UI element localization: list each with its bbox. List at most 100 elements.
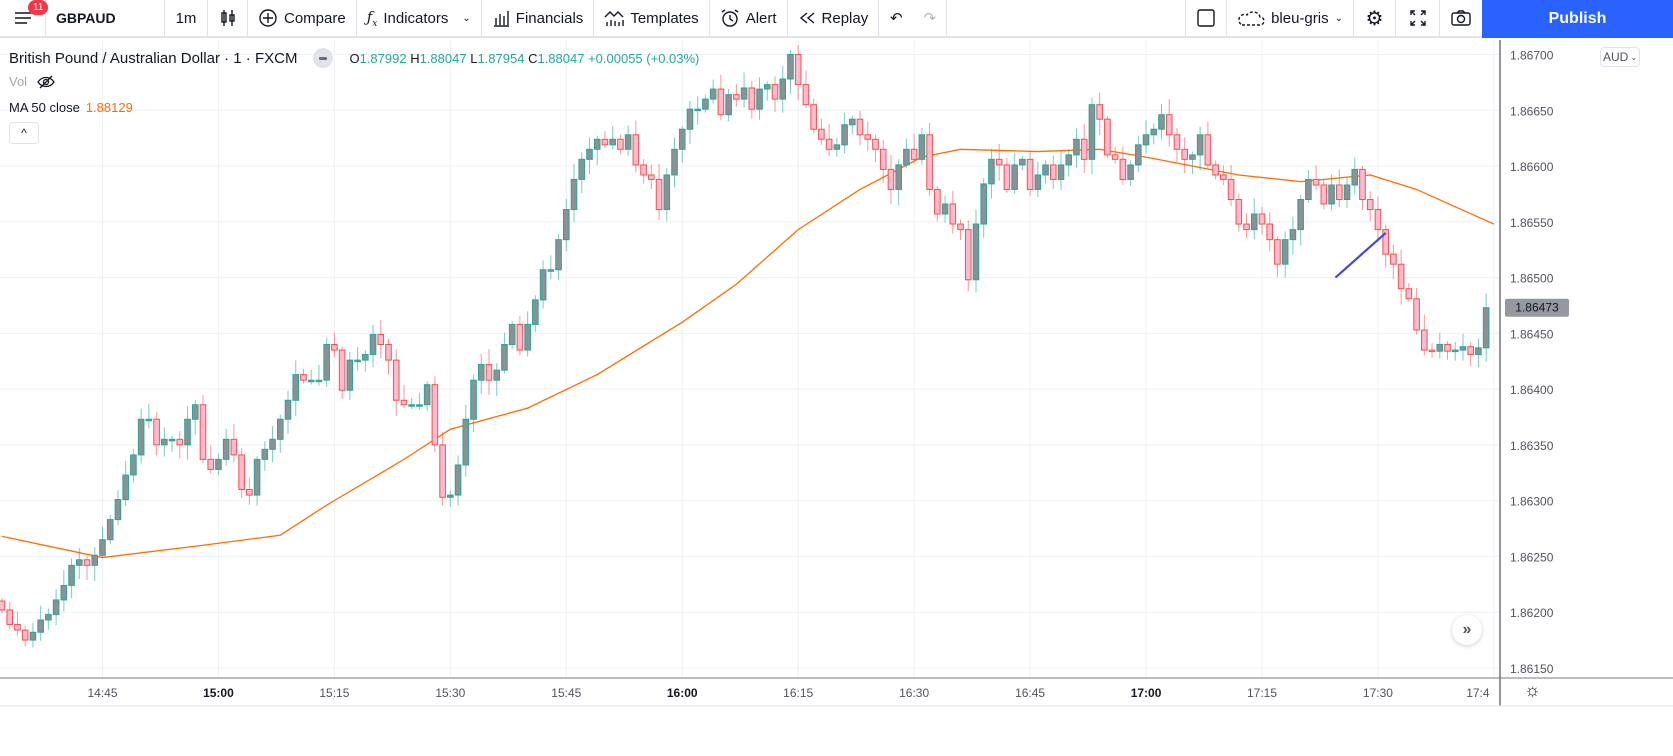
candle-body <box>995 158 1003 166</box>
candle-up <box>91 547 99 582</box>
candle-body <box>972 223 980 281</box>
layout-save-button[interactable]: bleu-gris ⌄ <box>1227 0 1354 37</box>
settings-button[interactable]: ⚙ <box>1354 0 1396 37</box>
time-axis[interactable]: 14:45 15:00 15:15 15:30 15:45 16:00 16:15 16:30… <box>87 686 1489 700</box>
candle-body <box>1235 199 1243 225</box>
candle-body <box>1359 168 1366 200</box>
candle-down <box>1204 121 1212 169</box>
replay-button[interactable]: Replay <box>788 0 880 37</box>
time-tick-label: 17:30 <box>1363 686 1393 700</box>
candle-up <box>454 455 462 506</box>
candle-up <box>671 137 678 188</box>
candle-down <box>1220 165 1227 185</box>
candle-down <box>1212 160 1219 180</box>
collapse-legend-button[interactable]: ^ <box>9 122 39 144</box>
candle-body <box>771 84 779 100</box>
eye-off-icon[interactable] <box>37 75 55 89</box>
notification-badge: 11 <box>28 0 49 15</box>
candle-body <box>261 448 269 460</box>
publish-button[interactable]: Publish <box>1482 0 1673 38</box>
hide-button[interactable] <box>313 48 334 68</box>
candle-down <box>617 134 624 155</box>
candle-down <box>1467 342 1475 367</box>
candle-body <box>763 84 771 90</box>
price-tick-label: 1.86700 <box>1510 49 1554 63</box>
candle-down <box>640 159 647 184</box>
candle-up <box>903 138 910 169</box>
candle-body <box>68 564 75 586</box>
candle-body <box>663 174 671 211</box>
alert-button[interactable]: Alert <box>710 0 788 37</box>
ma-label: MA 50 close <box>9 100 80 115</box>
candle-body <box>1397 263 1405 290</box>
compare-button[interactable]: Compare <box>248 0 357 37</box>
candle-up <box>1019 156 1026 171</box>
candle-down <box>385 338 392 375</box>
interval-button[interactable]: 1m <box>165 0 208 37</box>
chart-type-button[interactable] <box>208 0 248 37</box>
candle-down <box>246 477 253 505</box>
candle-up <box>1189 151 1196 175</box>
candle-body <box>1034 174 1042 190</box>
price-chart[interactable]: 1.86700 1.86650 1.86600 1.86550 1.86500 1.864… <box>0 40 1673 708</box>
vol-label: Vol <box>9 74 28 89</box>
candle-down <box>995 143 1003 181</box>
candle-up <box>539 260 547 309</box>
candle-body <box>1011 164 1018 190</box>
high-value: 1.88047 <box>419 50 467 66</box>
price-tick-label: 1.86350 <box>1510 439 1554 453</box>
candle-body <box>431 384 439 446</box>
candle-body <box>145 418 153 422</box>
redo-button[interactable]: ↷ <box>913 0 948 37</box>
candle-body <box>377 333 385 346</box>
financials-button[interactable]: Financials <box>482 0 595 37</box>
chevron-up-icon: ^ <box>21 126 27 140</box>
symbol-search[interactable]: GBPAUD <box>45 0 165 37</box>
candle-body <box>199 404 207 460</box>
select-layout-button[interactable] <box>1185 0 1228 37</box>
candle-down <box>485 349 493 395</box>
menu-button[interactable]: 11 <box>0 0 49 37</box>
candle-down <box>1181 137 1188 173</box>
fullscreen-button[interactable] <box>1396 0 1440 37</box>
candle-body <box>215 458 222 470</box>
candle-body <box>130 454 137 476</box>
price-axis[interactable]: 1.86700 1.86650 1.86600 1.86550 1.86500 1.864… <box>1510 49 1554 676</box>
candle-down <box>1080 123 1088 173</box>
currency-button[interactable]: AUD ⌄ <box>1600 47 1640 67</box>
trend-line-drawing[interactable] <box>1334 232 1387 279</box>
candle-body <box>578 158 586 180</box>
candle-down <box>338 346 346 399</box>
candle-down <box>1096 92 1103 135</box>
candle-body <box>1003 164 1011 190</box>
candle-body <box>818 128 825 140</box>
time-tick-label: 15:00 <box>203 686 234 700</box>
indicators-button[interactable]: ƒx Indicators ⌄ <box>357 0 482 37</box>
candle-body <box>1189 154 1196 160</box>
screenshot-button[interactable] <box>1440 0 1482 37</box>
candle-up <box>354 347 361 371</box>
candle-body <box>694 108 702 112</box>
candle-body <box>903 148 910 166</box>
grid <box>0 40 1500 678</box>
scroll-to-realtime-button[interactable]: » <box>1452 615 1482 645</box>
candle-up <box>253 456 261 506</box>
candle-body <box>416 404 423 407</box>
chart-legend: British Pound / Australian Dollar · 1 · … <box>9 48 699 68</box>
undo-button[interactable]: ↶ <box>879 0 913 37</box>
candle-body <box>6 609 14 625</box>
axis-settings-button[interactable]: ☼ <box>1524 680 1541 701</box>
candle-body <box>787 54 794 80</box>
candle-body <box>756 88 763 110</box>
candle-up <box>586 137 593 175</box>
volume-legend: Vol <box>9 74 55 89</box>
candle-body <box>485 364 493 381</box>
candle-body <box>1042 164 1049 176</box>
candle-body <box>1459 346 1467 351</box>
candle-body <box>532 299 539 325</box>
candle-up <box>1459 333 1467 361</box>
candle-up <box>1297 194 1304 246</box>
candle-body <box>648 174 655 180</box>
candle-body <box>686 108 694 130</box>
templates-button[interactable]: Templates <box>594 0 710 37</box>
